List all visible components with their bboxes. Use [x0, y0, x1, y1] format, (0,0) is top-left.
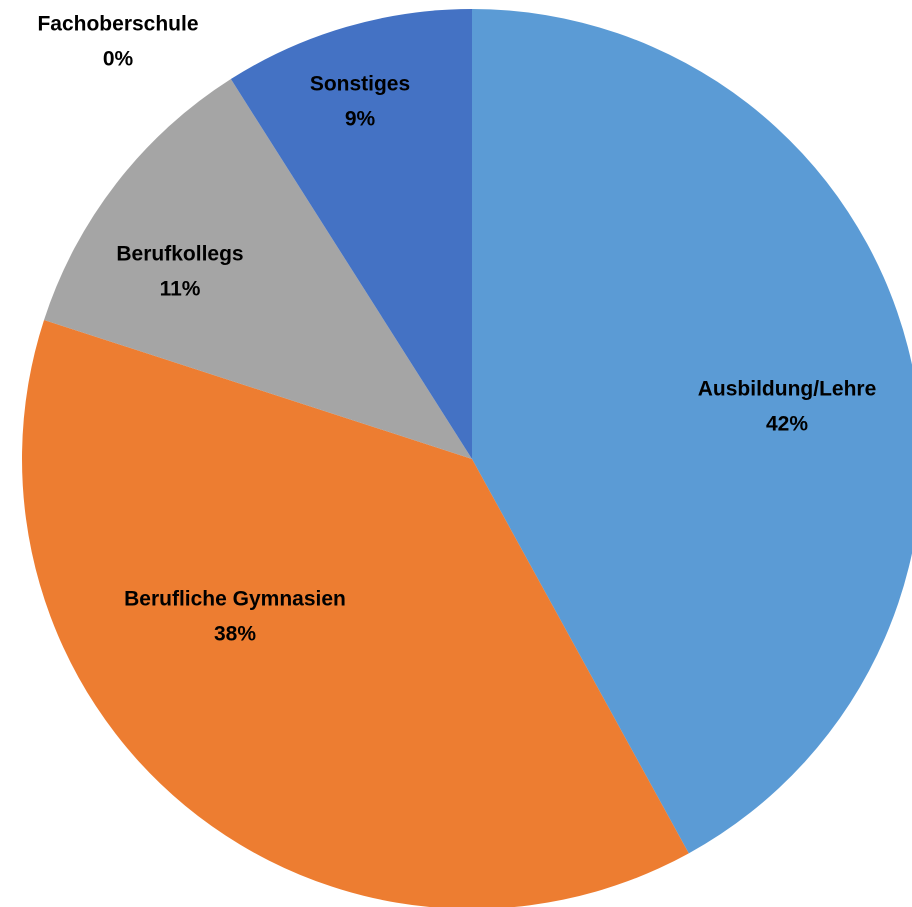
category-label: Berufkollegs [116, 243, 243, 266]
pie [22, 8, 912, 907]
pie-slice [22, 319, 689, 907]
category-label: Fachoberschule [37, 13, 198, 36]
category-label: Sonstiges [310, 73, 410, 96]
value-label: 11% [160, 278, 201, 301]
pie-slice [472, 9, 912, 854]
value-label: 42% [766, 413, 808, 436]
data-labels: Ausbildung/Lehre 42% Berufliche Gymnasien 3… [37, 13, 876, 646]
value-label: 0% [103, 48, 134, 71]
value-label: 9% [345, 108, 376, 131]
value-label: 38% [214, 623, 256, 646]
pie-slice [44, 79, 472, 460]
category-label: Berufliche Gymnasien [124, 588, 346, 611]
category-label: Ausbildung/Lehre [698, 378, 877, 401]
pie-slice [230, 8, 472, 459]
